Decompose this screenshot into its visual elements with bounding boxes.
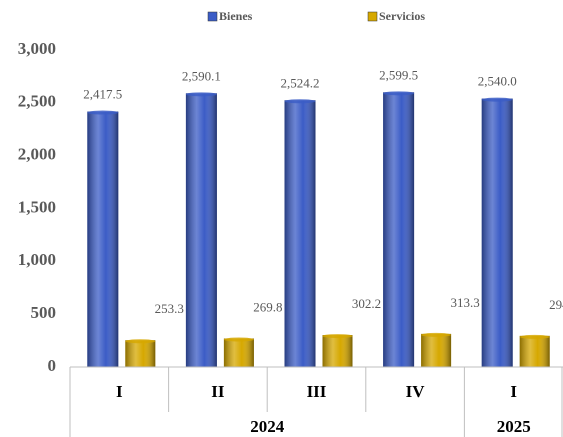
- y-tick-label: 0: [48, 356, 57, 375]
- value-label: 2,590.1: [182, 68, 221, 83]
- value-label: 2,524.2: [281, 75, 320, 90]
- y-tick-label: 500: [31, 303, 57, 322]
- bar-shading: [519, 335, 550, 367]
- value-label: 313.3: [450, 295, 479, 310]
- bar-shading: [87, 111, 119, 367]
- y-tick-label: 2,000: [18, 145, 56, 164]
- value-label: 269.8: [253, 299, 282, 314]
- x-tick-label: II: [211, 382, 225, 401]
- bar-cap: [223, 337, 254, 342]
- y-tick-label: 1,500: [18, 197, 56, 216]
- legend-label: Bienes: [219, 9, 253, 23]
- bar-shading: [322, 335, 353, 367]
- y-tick-label: 1,000: [18, 250, 56, 269]
- bar-shading: [284, 100, 316, 368]
- legend-swatch: [207, 11, 218, 22]
- value-label: 2,417.5: [83, 87, 122, 102]
- bar-cap: [125, 339, 156, 344]
- bar-shading: [421, 333, 452, 367]
- y-tick-label: 3,000: [18, 39, 56, 58]
- x-tick-label: I: [510, 382, 517, 401]
- bar-cap: [87, 110, 119, 115]
- value-label: 294.7: [549, 297, 563, 312]
- x-tick-label: I: [116, 382, 123, 401]
- value-label: 302.2: [352, 296, 381, 311]
- bar-cap: [481, 97, 513, 102]
- bar-shading: [383, 92, 415, 367]
- bar-shading: [125, 340, 156, 367]
- bar-cap: [421, 332, 452, 337]
- bar-cap: [519, 334, 550, 339]
- bar-cap: [383, 91, 415, 96]
- legend-swatch: [367, 11, 378, 22]
- bar-cap: [322, 334, 353, 339]
- group-label: 2024: [250, 417, 285, 436]
- bar-shading: [223, 338, 254, 367]
- bar-cap: [284, 99, 316, 104]
- value-label: 2,540.0: [478, 74, 517, 89]
- value-label: 2,599.5: [379, 67, 418, 82]
- value-label: 253.3: [155, 301, 184, 316]
- y-tick-label: 2,500: [18, 92, 56, 111]
- group-label: 2025: [497, 417, 531, 436]
- bar-shading: [481, 98, 513, 368]
- bar-shading: [185, 93, 217, 367]
- x-tick-label: IV: [406, 382, 426, 401]
- x-tick-label: III: [307, 382, 327, 401]
- bar-cap: [185, 92, 217, 97]
- legend-label: Servicios: [379, 9, 425, 23]
